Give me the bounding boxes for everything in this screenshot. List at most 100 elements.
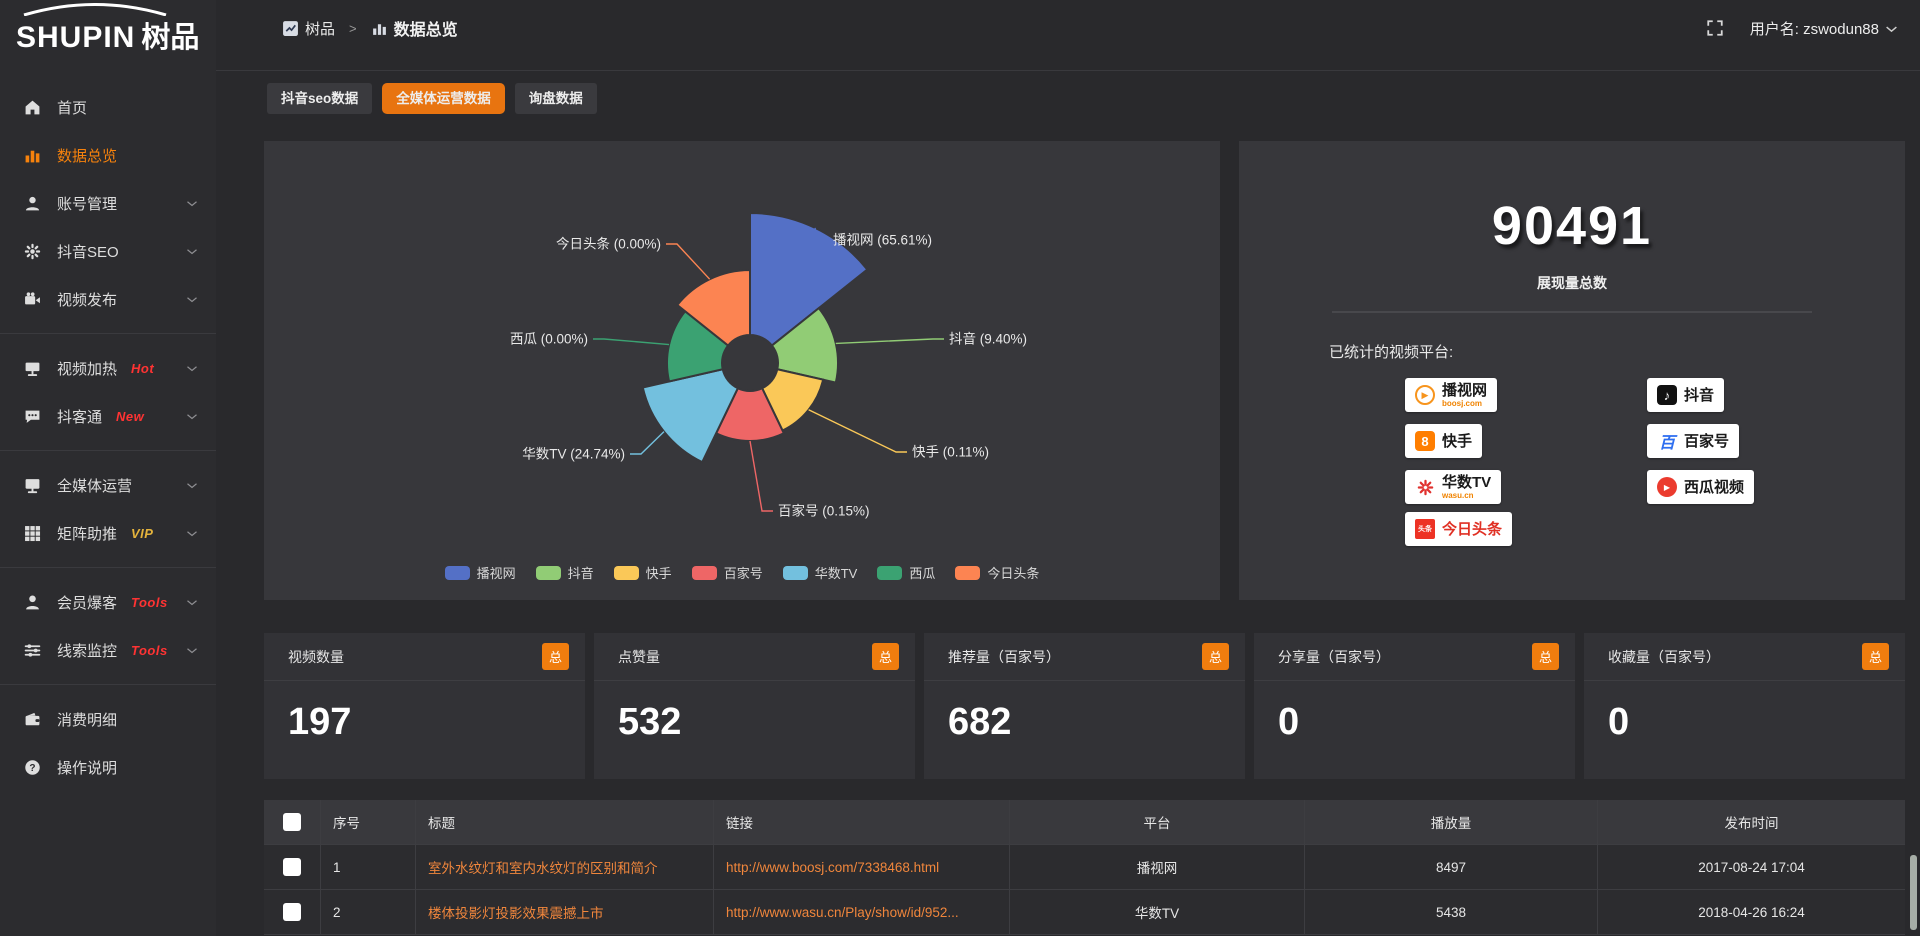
- user-icon: [24, 195, 41, 212]
- sidebar-item-help[interactable]: ? 操作说明: [0, 743, 216, 791]
- stat-cards-row: 视频数量总 197 点赞量总 532 推荐量（百家号）总 682 分享量（百家号）总 0 收藏量…: [264, 633, 1905, 779]
- topbar-right: 用户名: zswodun88: [1706, 18, 1898, 39]
- sidebar-item-matrix-boost[interactable]: 矩阵助推 VIP: [0, 509, 216, 557]
- logo-text-cn: 树品: [141, 22, 200, 54]
- sidebar-item-label: 账号管理: [57, 195, 118, 213]
- chat-icon: [24, 408, 41, 425]
- sidebar-item-video-publish[interactable]: 视频发布: [0, 275, 216, 323]
- tab-douyin-seo-data[interactable]: 抖音seo数据: [267, 83, 373, 114]
- sidebar-item-account[interactable]: 账号管理: [0, 179, 216, 227]
- chevron-down-icon: [186, 245, 198, 257]
- video-icon: [24, 291, 41, 308]
- legend-label: 华数TV: [814, 566, 858, 581]
- title-link[interactable]: 楼体投影灯投影效果震撼上市: [416, 890, 714, 934]
- tab-inquiry-data[interactable]: 询盘数据: [514, 83, 597, 114]
- sidebar-item-video-heat[interactable]: 视频加热 Hot: [0, 344, 216, 392]
- platform-name: 今日头条: [1442, 520, 1503, 538]
- pie-slice-4[interactable]: [641, 368, 740, 464]
- url-link[interactable]: http://www.wasu.cn/Play/show/id/952...: [714, 890, 1010, 934]
- sidebar-item-home[interactable]: 首页: [0, 83, 216, 131]
- title-link[interactable]: 室外水纹灯和室内水纹灯的区别和简介: [416, 845, 714, 889]
- platform-cell: 播视网: [1010, 845, 1305, 889]
- pie-label-3: 百家号 (0.15%): [778, 503, 870, 519]
- platform-cell: 华数TV: [1010, 890, 1305, 934]
- sidebar-item-expense[interactable]: 消费明细: [0, 695, 216, 743]
- heat-icon: [24, 360, 41, 377]
- sidebar-item-label: 抖音SEO: [57, 243, 119, 261]
- seq-cell: 2: [321, 890, 416, 934]
- tab-media-ops-data[interactable]: 全媒体运营数据: [382, 83, 505, 114]
- user-menu[interactable]: 用户名: zswodun88: [1750, 18, 1898, 39]
- seq-cell: 1: [321, 845, 416, 889]
- row-checkbox[interactable]: [283, 858, 301, 876]
- time-cell: 2018-04-26 16:24: [1698, 904, 1805, 920]
- platform-badge-toutiao: 头条 今日头条: [1405, 512, 1513, 546]
- sidebar-item-clue-monitor[interactable]: 线索监控 Tools: [0, 626, 216, 674]
- scrollbar-thumb[interactable]: [1910, 855, 1917, 930]
- platform-name: 百家号: [1684, 432, 1730, 450]
- impressions-total: 90491: [1491, 196, 1653, 256]
- chevron-down-icon: [186, 596, 198, 608]
- sidebar-item-label: 数据总览: [57, 147, 118, 165]
- legend-label: 今日头条: [987, 566, 1040, 581]
- legend-item-3[interactable]: 百家号: [691, 563, 763, 582]
- total-badge: 总: [1861, 643, 1889, 670]
- platform-name: 播视网: [1442, 381, 1488, 399]
- monitor-icon: [24, 477, 41, 494]
- chevron-down-icon: [186, 479, 198, 491]
- sidebar-item-label: 会员爆客: [57, 594, 118, 612]
- sidebar-item-media-ops[interactable]: 全媒体运营: [0, 461, 216, 509]
- row-checkbox-cell: [264, 890, 321, 934]
- legend-item-2[interactable]: 快手: [613, 563, 672, 582]
- breadcrumb-root[interactable]: 树品: [305, 20, 336, 38]
- toutiao-logo-icon: 头条: [1415, 519, 1435, 539]
- legend-label: 抖音: [567, 566, 594, 581]
- wallet-icon: [24, 711, 41, 728]
- time-cell: 2017-08-24 17:04: [1698, 859, 1805, 875]
- legend-item-6[interactable]: 今日头条: [955, 563, 1039, 582]
- gear-icon: [24, 243, 41, 260]
- pie-slice-0[interactable]: [749, 211, 869, 347]
- legend-item-0[interactable]: 播视网: [444, 563, 516, 582]
- breadcrumb-current[interactable]: 数据总览: [393, 22, 458, 39]
- fullscreen-icon[interactable]: [1706, 19, 1724, 37]
- sidebar-divider: [0, 333, 216, 334]
- pie-slice-6[interactable]: [675, 268, 751, 347]
- chevron-down-icon: [186, 197, 198, 209]
- legend-swatch: [444, 565, 470, 580]
- boosj-logo-icon: ▶: [1415, 385, 1435, 405]
- videos-table: 序号 标题 链接 平台 播放量 发布时间 1 室外水纹灯和室内水纹灯的区别和简介 http://…: [264, 800, 1905, 935]
- legend-item-5[interactable]: 西瓜: [877, 563, 935, 582]
- url-link[interactable]: http://www.boosj.com/7338468.html: [714, 845, 1010, 889]
- legend-item-4[interactable]: 华数TV: [782, 563, 858, 582]
- stat-card-header: 分享量（百家号） 总: [1254, 633, 1575, 681]
- pie-slice-1[interactable]: [770, 306, 839, 384]
- stat-card-value: 0: [1608, 701, 1630, 743]
- chevron-down-icon: [186, 293, 198, 305]
- sidebar-item-badge: New: [116, 408, 145, 424]
- chevron-down-icon: [186, 644, 198, 656]
- platform-name: 西瓜视频: [1684, 478, 1745, 496]
- sidebar-item-member[interactable]: 会员爆客 Tools: [0, 578, 216, 626]
- legend-label: 西瓜: [909, 566, 936, 581]
- sidebar-item-douketong[interactable]: 抖客通 New: [0, 392, 216, 440]
- platform-share-chart-panel: 播视网 (65.61%) 抖音 (9.40%) 快手 (0.11%) 百家号 (0.1…: [264, 141, 1220, 600]
- sidebar-menu: 首页 数据总览 账号管理 抖音SEO 视频发布 视频加热 Hot 抖客通 New 全媒体运营 矩阵助…: [0, 71, 216, 791]
- sidebar-item-label: 矩阵助推: [57, 525, 118, 543]
- select-all-checkbox[interactable]: [283, 813, 301, 831]
- header-cell: 链接: [714, 800, 1010, 844]
- row-checkbox[interactable]: [283, 903, 301, 921]
- sidebar-item-label: 线索监控: [57, 642, 118, 660]
- legend-item-1[interactable]: 抖音: [535, 563, 594, 582]
- pie-label-line-0: [814, 227, 828, 241]
- legend-label: 百家号: [723, 566, 763, 581]
- total-badge: 总: [541, 643, 569, 670]
- sidebar-item-data-overview[interactable]: 数据总览: [0, 131, 216, 179]
- platform-name: 华数TV: [1442, 473, 1492, 491]
- stat-card-label: 视频数量: [288, 648, 344, 665]
- sidebar-item-douyin-seo[interactable]: 抖音SEO: [0, 227, 216, 275]
- stat-card-value: 197: [288, 701, 352, 743]
- sidebar-item-label: 视频加热: [57, 360, 118, 378]
- table-row: 2 楼体投影灯投影效果震撼上市 http://www.wasu.cn/Play/sh…: [264, 890, 1905, 935]
- baijiahao-logo-icon: 百: [1658, 435, 1675, 452]
